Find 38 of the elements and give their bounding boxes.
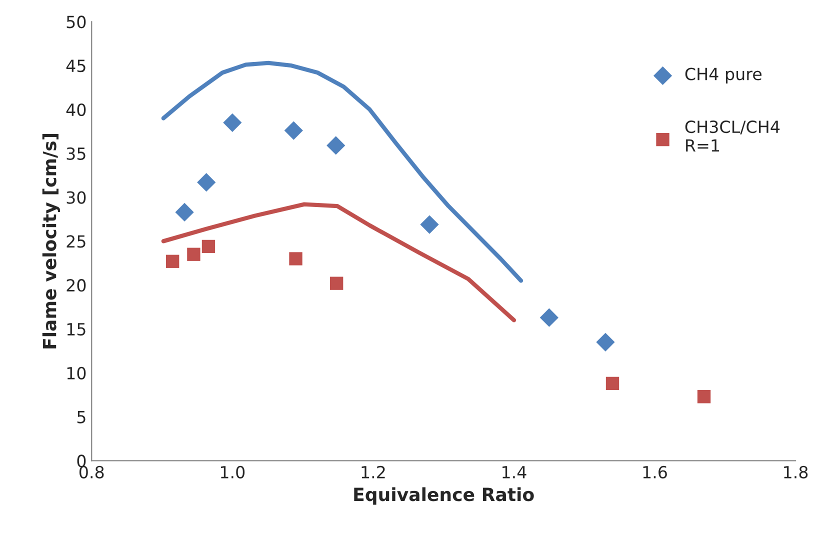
x-tick-label: 1.4 [502, 466, 526, 478]
point [606, 376, 620, 390]
line-series [161, 60, 524, 283]
y-tick-label: 20 [66, 279, 86, 292]
x-tick-label: 1.6 [643, 466, 667, 478]
x-tick-label: 0.8 [79, 466, 104, 478]
legend-label: CH3CL/CH4 R=1 [685, 120, 780, 152]
x-tick-label: 1.8 [784, 466, 808, 478]
point [697, 390, 711, 404]
point [197, 173, 216, 192]
y-tick-label: 25 [66, 235, 86, 248]
point [420, 215, 439, 234]
y-tick-label: 5 [77, 410, 86, 424]
point [175, 202, 194, 222]
y-tick-label: 40 [66, 103, 86, 116]
y-tick-label: 30 [66, 191, 86, 204]
x-axis-title: Equivalence Ratio [354, 487, 534, 505]
point [330, 276, 344, 290]
x-tick-label: 1.0 [220, 466, 245, 478]
y-tick-label: 10 [67, 366, 86, 380]
y-tick-label: 50 [66, 16, 86, 28]
point [540, 308, 558, 327]
y-tick-label: 15 [67, 323, 86, 336]
point [187, 248, 200, 261]
point [166, 254, 180, 268]
point [284, 121, 303, 140]
point [202, 240, 216, 254]
y-tick-label: 45 [66, 60, 86, 72]
point [289, 252, 302, 266]
line-series [161, 202, 516, 322]
point [326, 136, 346, 155]
y-tick-label: 35 [66, 147, 86, 160]
point [596, 332, 615, 352]
legend-label: CH4 pure [685, 68, 762, 84]
point [223, 113, 242, 132]
y-axis-title: Flame velocity [cm/s] [42, 134, 60, 348]
y-tick-label: 0 [77, 454, 86, 468]
x-tick-label: 1.2 [362, 466, 385, 478]
